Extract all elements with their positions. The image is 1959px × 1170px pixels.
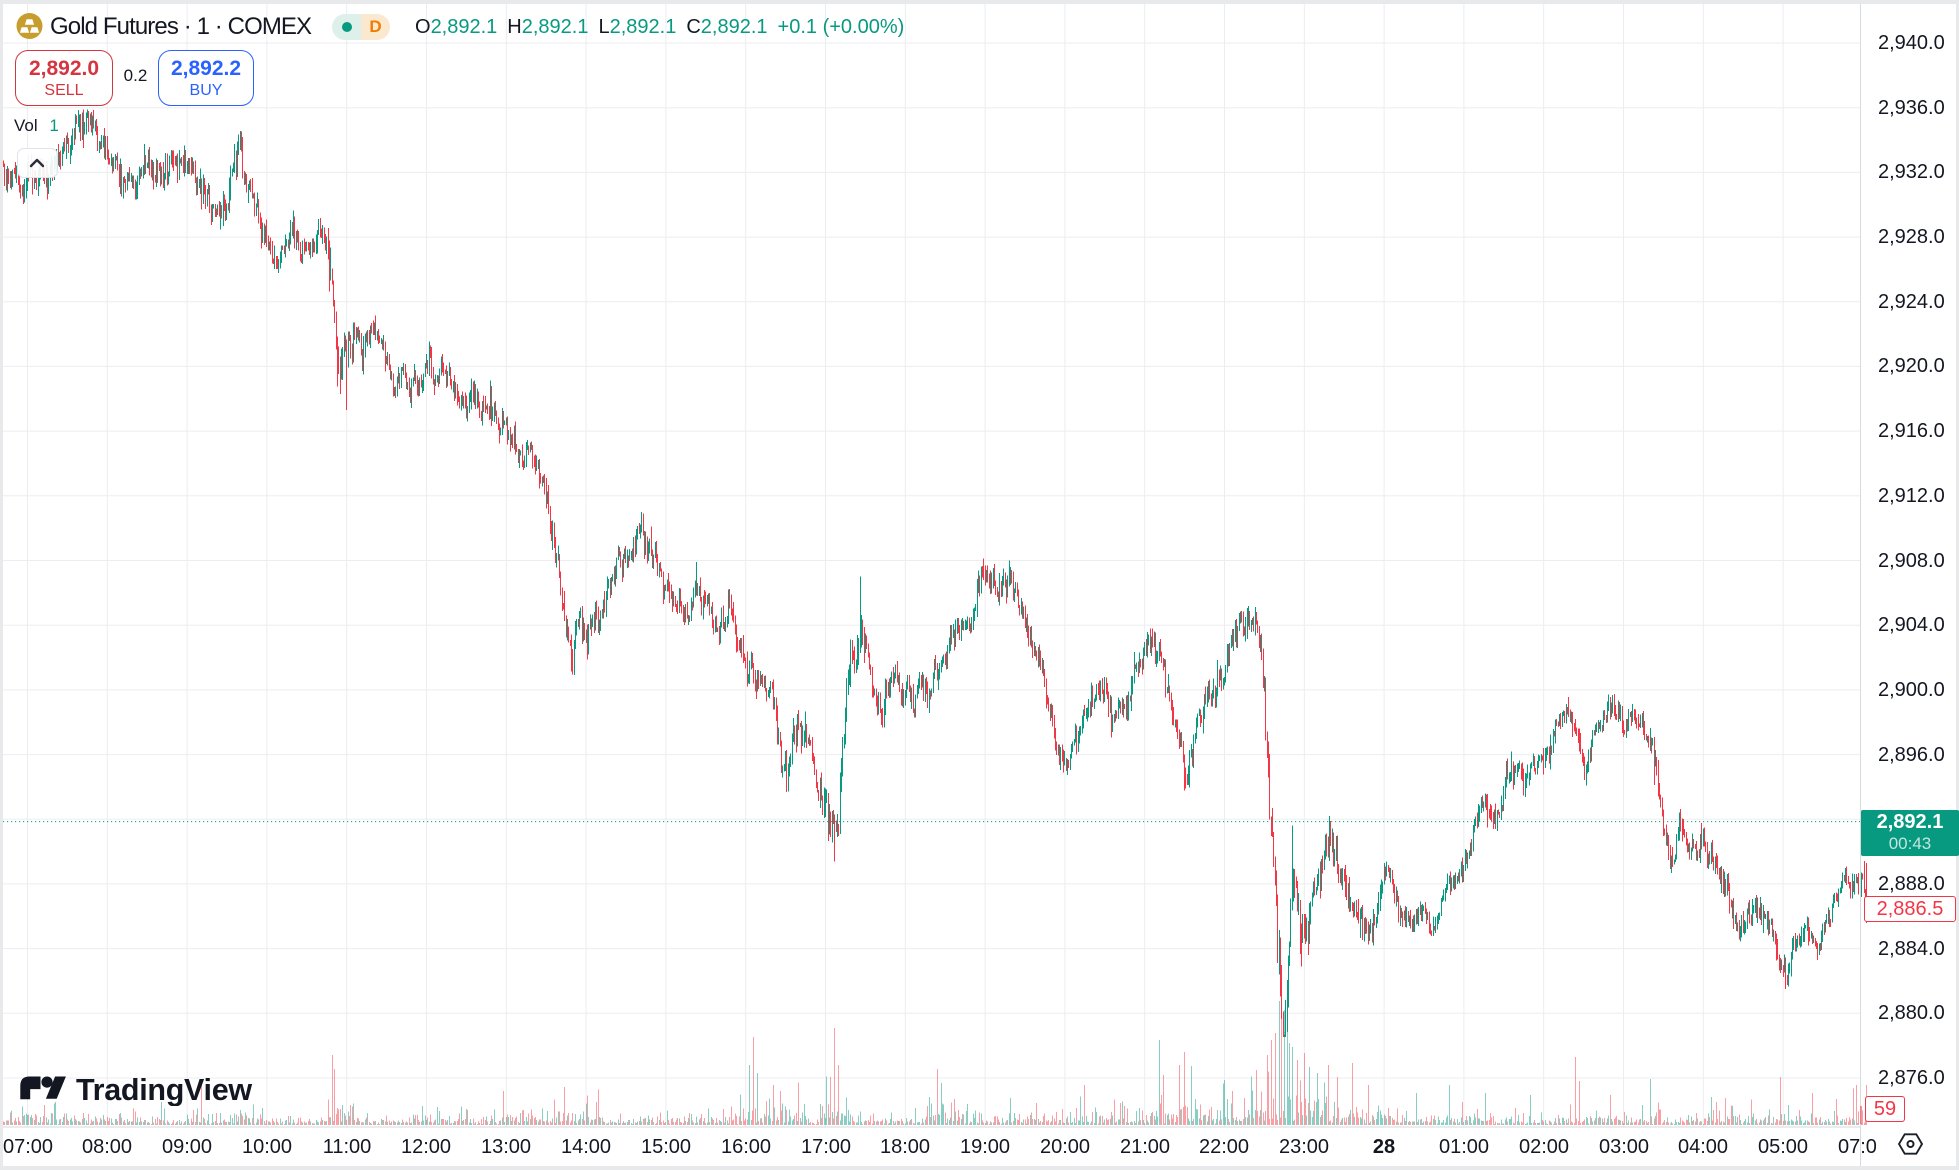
svg-text:TradingView: TradingView (76, 1076, 252, 1106)
